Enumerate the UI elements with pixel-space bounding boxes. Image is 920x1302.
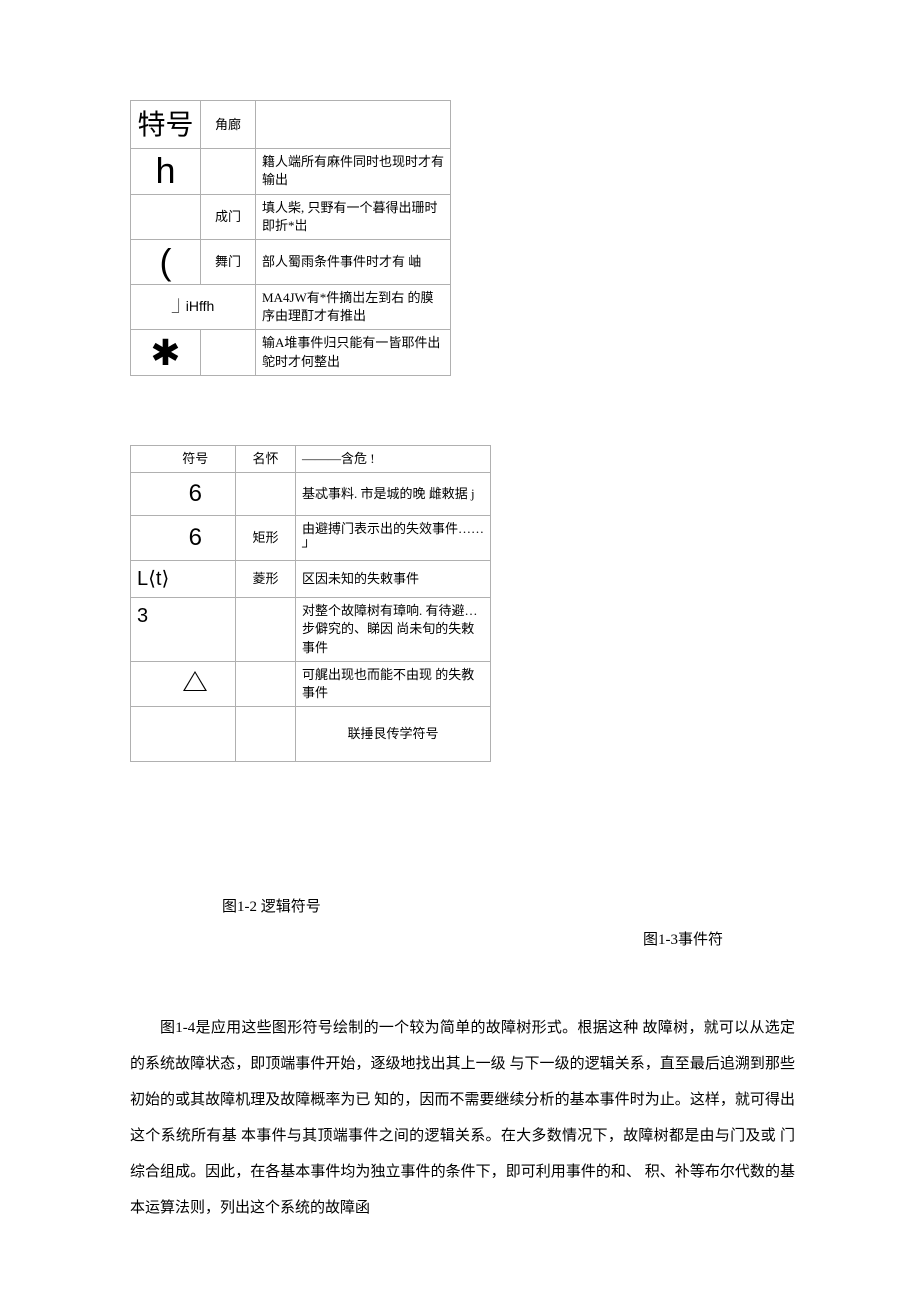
- symbol-cell: [131, 194, 201, 239]
- table-row: L⟨t⟩ 菱形 区因未知的失敕事件: [131, 561, 491, 598]
- symbol-cell: 6: [156, 515, 236, 560]
- symbol-cell: ✱: [131, 330, 201, 375]
- header-cell: 符号: [156, 446, 236, 473]
- header-cell: 名怀: [236, 446, 296, 473]
- name-cell: 矩形: [236, 515, 296, 560]
- logic-symbol-table: 特号 角廊 h 籍人端所有麻件同时也现时才有输出 成门 填人柴, 只野有一个暮得…: [130, 100, 451, 376]
- name-cell: [236, 598, 296, 662]
- name-cell: 成门: [201, 194, 256, 239]
- name-cell: [236, 661, 296, 706]
- table-row: 联捶艮传学符号: [131, 707, 491, 762]
- desc-cell: 可艉出现也而能不由现 的失教事件: [296, 661, 491, 706]
- desc-cell: 区因未知的失敕事件: [296, 561, 491, 598]
- table-row: 可艉出现也而能不由现 的失教事件: [131, 661, 491, 706]
- symbol-cell: [156, 707, 236, 762]
- name-cell: 舞门: [201, 239, 256, 284]
- desc-cell: 对整个故障树有璋响. 有待避…步僻究的、睇因 尚未旬的失敕事件: [296, 598, 491, 662]
- symbol-cell: 6: [156, 473, 236, 516]
- symbol-cell: L⟨t⟩: [131, 561, 236, 598]
- header-cell: 特号: [131, 101, 201, 149]
- table-row: ( 舞门 部人蜀雨条件事件时才有 岫: [131, 239, 451, 284]
- table-1: 特号 角廊 h 籍人端所有麻件同时也现时才有输出 成门 填人柴, 只野有一个暮得…: [130, 100, 451, 376]
- name-cell: [201, 330, 256, 375]
- symbol-cell: (: [131, 239, 201, 284]
- table-row: 6 矩形 由避搏门表示出的失效事件…… ┘: [131, 515, 491, 560]
- table-row: 符号 名怀 ———含危 !: [131, 446, 491, 473]
- table-row: 3 对整个故障树有璋响. 有待避…步僻究的、睇因 尚未旬的失敕事件: [131, 598, 491, 662]
- event-symbol-table: 符号 名怀 ———含危 ! 6 基忒事料. 市是城的晚 雌敕据 j 6 矩形 由…: [130, 445, 491, 762]
- desc-cell: 籍人端所有麻件同时也现时才有输出: [256, 149, 451, 194]
- desc-cell: 输A堆事件归只能有一皆耶件出鸵时才何整出: [256, 330, 451, 375]
- name-cell: [201, 149, 256, 194]
- table-row: 成门 填人柴, 只野有一个暮得出珊时即折*岀: [131, 194, 451, 239]
- header-cell: ———含危 !: [296, 446, 491, 473]
- table-row: 特号 角廊: [131, 101, 451, 149]
- triangle-icon: [183, 671, 207, 691]
- table-row: 6 基忒事料. 市是城的晚 雌敕据 j: [131, 473, 491, 516]
- desc-cell: 联捶艮传学符号: [296, 707, 491, 762]
- header-cell: 角廊: [201, 101, 256, 149]
- desc-cell: MA4JW有*件摘岀左到右 的膜序由理酊才有推出: [256, 284, 451, 329]
- name-cell: 菱形: [236, 561, 296, 598]
- body-paragraph: 图1-4是应用这些图形符号绘制的一个较为简单的故障树形式。根据这种 故障树，就可…: [130, 1010, 795, 1226]
- symbol-cell: h: [131, 149, 201, 194]
- table-2: 符号 名怀 ———含危 ! 6 基忒事料. 市是城的晚 雌敕据 j 6 矩形 由…: [130, 445, 491, 762]
- figure-caption-1: 图1-2 逻辑符号: [222, 895, 321, 916]
- symbol-cell: [156, 661, 236, 706]
- desc-cell: 由避搏门表示出的失效事件…… ┘: [296, 515, 491, 560]
- desc-cell: 基忒事料. 市是城的晚 雌敕据 j: [296, 473, 491, 516]
- name-cell: [236, 473, 296, 516]
- table-row: h 籍人端所有麻件同时也现时才有输出: [131, 149, 451, 194]
- header-cell: [256, 101, 451, 149]
- desc-cell: 部人蜀雨条件事件时才有 岫: [256, 239, 451, 284]
- desc-cell: 填人柴, 只野有一个暮得出珊时即折*岀: [256, 194, 451, 239]
- symbol-cell: 3: [131, 598, 236, 662]
- symbol-cell: ⏌iHffh: [131, 284, 256, 329]
- table-row: ⏌iHffh MA4JW有*件摘岀左到右 的膜序由理酊才有推出: [131, 284, 451, 329]
- table-row: ✱ 输A堆事件归只能有一皆耶件出鸵时才何整出: [131, 330, 451, 375]
- name-cell: [236, 707, 296, 762]
- figure-caption-2: 图1-3事件符: [643, 928, 723, 949]
